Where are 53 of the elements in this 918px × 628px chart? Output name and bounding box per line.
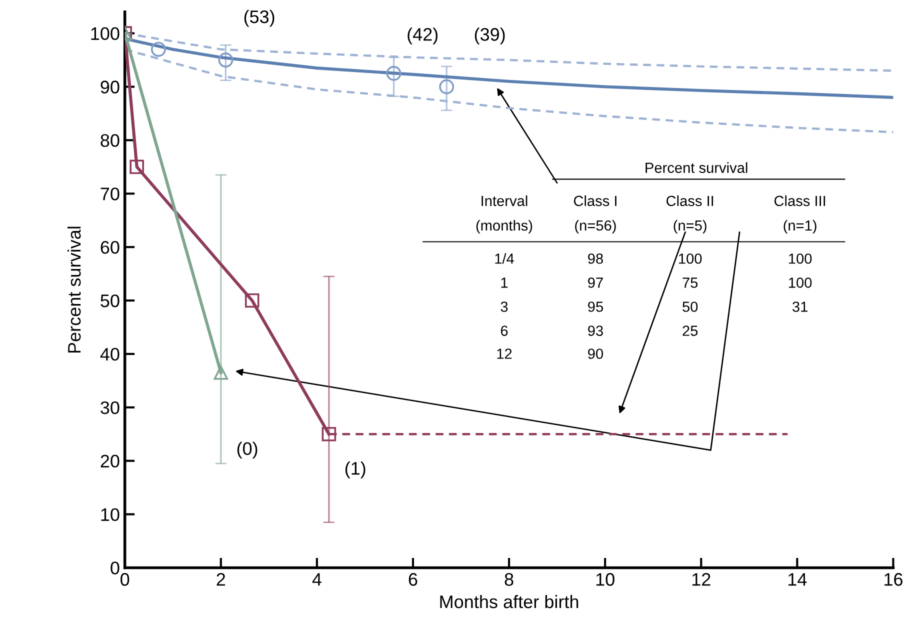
annotation: (39) — [474, 28, 505, 44]
y-tick-label: 40 — [100, 348, 120, 361]
annotation: 50 — [682, 302, 698, 312]
x-axis-title: Months after birth — [440, 594, 578, 608]
x-tick-label: 4 — [312, 573, 322, 586]
annotation: 31 — [792, 302, 808, 312]
y-tick-label: 0 — [110, 562, 120, 574]
annotation: Class I — [574, 195, 616, 206]
annotation: (1) — [345, 462, 366, 478]
annotation: 25 — [682, 326, 698, 336]
y-tick-label: 90 — [100, 80, 120, 94]
annotation: 1/4 — [495, 253, 514, 264]
annotation: (0) — [237, 442, 258, 459]
y-axis-title: Percent survival — [67, 226, 81, 353]
y-tick-label: 50 — [100, 294, 120, 308]
x-tick-label: 14 — [788, 573, 807, 586]
annotation: 12 — [497, 348, 512, 359]
annotation: (months) — [476, 220, 532, 234]
x-tick-label: 2 — [216, 573, 226, 586]
y-tick-label: 60 — [100, 241, 120, 254]
x-tick-label: 6 — [408, 573, 418, 586]
annotation: Class II — [666, 195, 714, 206]
y-tick-label: 20 — [100, 454, 120, 468]
x-tick-label: 10 — [596, 573, 614, 586]
x-tick-label: 12 — [692, 573, 710, 586]
x-tick-label: 16 — [884, 573, 902, 586]
annotation: 95 — [588, 302, 603, 312]
annotation: (42) — [408, 28, 438, 44]
y-tick-label: 30 — [100, 401, 120, 414]
annotation: 93 — [588, 326, 603, 336]
y-tick-label: 70 — [100, 188, 120, 200]
annotation: (53) — [244, 10, 274, 27]
y-tick-label: 100 — [91, 27, 120, 40]
annotation: 100 — [788, 278, 812, 288]
annotation: Interval — [482, 195, 528, 206]
y-tick-label: 10 — [101, 508, 120, 521]
annotation: 1 — [501, 278, 508, 288]
annotation: 75 — [682, 278, 698, 288]
x-tick-label: 8 — [504, 573, 514, 586]
annotation: Class III — [774, 195, 826, 206]
annotation: 98 — [588, 253, 603, 264]
annotation: (n=1) — [784, 220, 816, 234]
y-tick-label: 80 — [100, 134, 120, 147]
annotation: 100 — [679, 253, 702, 264]
annotation: 6 — [500, 326, 508, 336]
annotation: 97 — [588, 278, 603, 288]
annotation: (n=56) — [575, 220, 616, 234]
annotation: 100 — [788, 253, 812, 264]
annotation: 90 — [588, 348, 604, 359]
annotation: Percent survival — [646, 162, 748, 173]
annotation: (n=5) — [674, 220, 706, 234]
annotation: 3 — [500, 302, 508, 312]
x-tick-label: 0 — [120, 573, 130, 586]
